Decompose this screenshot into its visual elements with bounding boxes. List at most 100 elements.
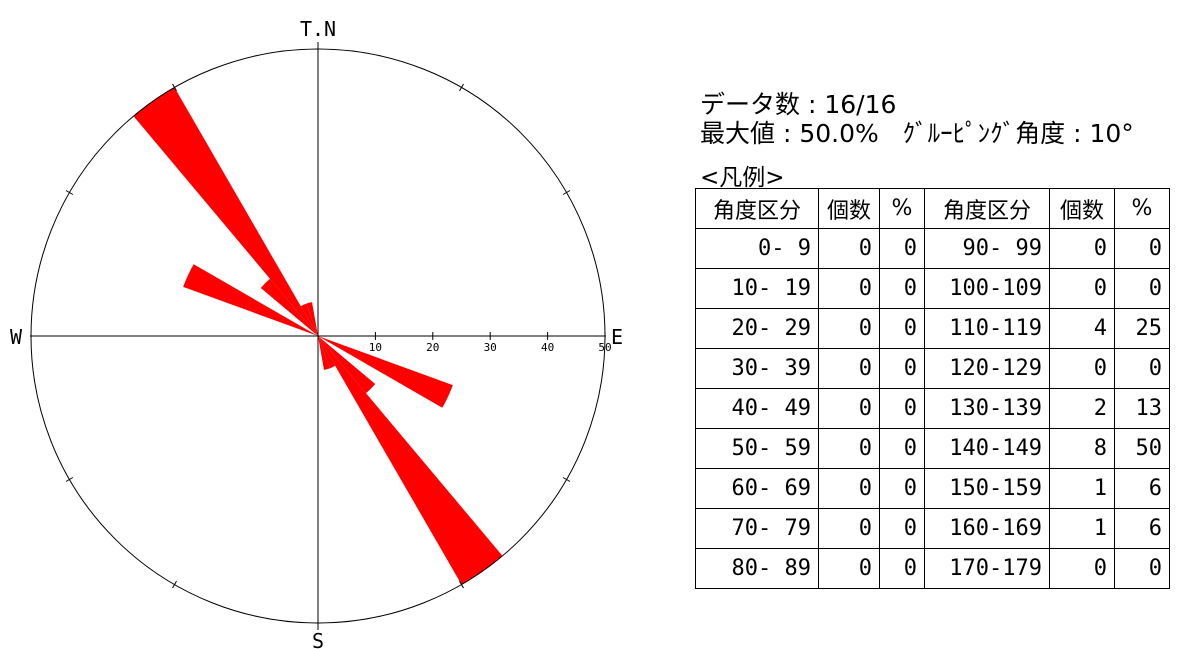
cell-percent-2: 25 <box>1114 308 1170 349</box>
radial-tick-label: 20 <box>426 341 439 354</box>
cell-count-2: 0 <box>1049 548 1115 589</box>
rose-petal <box>300 303 318 336</box>
max-value-label: 最大値 <box>700 119 776 148</box>
cell-angle-range-2: 170-179 <box>924 548 1050 589</box>
cell-angle-range: 40- 49 <box>695 388 819 429</box>
cell-angle-range: 20- 29 <box>695 308 819 349</box>
north-label: T.N <box>300 17 336 41</box>
table-header-row: 角度区分 個数 % 角度区分 個数 % <box>695 188 1170 229</box>
table-row: 50- 59 0 0 140-149 8 50 <box>695 428 1170 469</box>
cell-angle-range-2: 140-149 <box>924 428 1050 469</box>
cell-angle-range: 80- 89 <box>695 548 819 589</box>
cell-percent-2: 0 <box>1114 548 1170 589</box>
radial-tick-label: 40 <box>541 341 554 354</box>
header-angle-range: 角度区分 <box>695 188 819 229</box>
south-label: S <box>312 629 324 649</box>
cell-percent-2: 0 <box>1114 268 1170 309</box>
cell-count-2: 4 <box>1049 308 1115 349</box>
west-label: W <box>10 325 23 349</box>
cell-percent: 0 <box>879 548 925 589</box>
cell-percent-2: 6 <box>1114 468 1170 509</box>
radial-tick-label: 10 <box>369 341 382 354</box>
circle-tick <box>562 190 571 195</box>
cell-count-2: 0 <box>1049 348 1115 389</box>
cell-count: 0 <box>818 508 880 549</box>
circle-ticks <box>65 83 571 589</box>
cell-count-2: 1 <box>1049 468 1115 509</box>
cell-count: 0 <box>818 268 880 309</box>
circle-tick <box>562 477 571 482</box>
rose-diagram: 10 20 30 40 50 T.N E S W <box>10 17 623 649</box>
table-row: 70- 79 0 0 160-169 1 6 <box>695 508 1170 549</box>
cell-count: 0 <box>818 548 880 589</box>
table-row: 0- 9 0 0 90- 99 0 0 <box>695 228 1170 269</box>
cell-angle-range: 10- 19 <box>695 268 819 309</box>
cell-percent-2: 0 <box>1114 348 1170 389</box>
cell-count: 0 <box>818 228 880 269</box>
rose-petal <box>318 336 503 585</box>
circle-tick <box>65 477 74 482</box>
cell-angle-range: 60- 69 <box>695 468 819 509</box>
rose-petal <box>318 336 330 370</box>
cell-count: 0 <box>818 348 880 389</box>
table-row: 60- 69 0 0 150-159 1 6 <box>695 468 1170 509</box>
cell-percent: 0 <box>879 428 925 469</box>
grouping-angle-value: 10° <box>1089 119 1134 148</box>
max-value: 50.0% <box>799 119 879 148</box>
data-count-label: データ数 <box>700 90 801 119</box>
cell-angle-range: 70- 79 <box>695 508 819 549</box>
cell-percent-2: 13 <box>1114 388 1170 429</box>
rose-petal <box>318 336 376 394</box>
radial-tick-label: 30 <box>484 341 497 354</box>
cell-count: 0 <box>818 308 880 349</box>
radial-tick-label: 50 <box>598 341 611 354</box>
cell-percent-2: 0 <box>1114 228 1170 269</box>
table-row: 40- 49 0 0 130-139 2 13 <box>695 388 1170 429</box>
rose-petal <box>260 278 318 336</box>
table-row: 20- 29 0 0 110-119 4 25 <box>695 308 1170 349</box>
circle-tick <box>172 83 177 92</box>
cell-count: 0 <box>818 468 880 509</box>
cell-count-2: 0 <box>1049 268 1115 309</box>
rose-petal <box>306 302 318 336</box>
cell-angle-range-2: 150-159 <box>924 468 1050 509</box>
cell-angle-range: 0- 9 <box>695 228 819 269</box>
cell-percent: 0 <box>879 228 925 269</box>
cell-count-2: 2 <box>1049 388 1115 429</box>
cell-count: 0 <box>818 428 880 469</box>
cell-percent: 0 <box>879 348 925 389</box>
cell-percent-2: 50 <box>1114 428 1170 469</box>
table-row: 80- 89 0 0 170-179 0 0 <box>695 548 1170 589</box>
cell-angle-range-2: 120-129 <box>924 348 1050 389</box>
circle-tick <box>459 83 464 92</box>
table-row: 30- 39 0 0 120-129 0 0 <box>695 348 1170 389</box>
east-label: E <box>611 325 623 349</box>
cell-angle-range-2: 90- 99 <box>924 228 1050 269</box>
rose-petal <box>318 336 453 408</box>
cell-count: 0 <box>818 388 880 429</box>
legend-title: <凡例> <box>700 165 785 191</box>
rose-petal <box>133 87 318 336</box>
cell-angle-range-2: 110-119 <box>924 308 1050 349</box>
cell-percent: 0 <box>879 468 925 509</box>
cell-angle-range-2: 100-109 <box>924 268 1050 309</box>
header-count-2: 個数 <box>1049 188 1115 229</box>
cell-angle-range-2: 130-139 <box>924 388 1050 429</box>
header-percent-2: % <box>1114 188 1170 229</box>
cell-count-2: 8 <box>1049 428 1115 469</box>
max-grouping-line: 最大値 : 50.0% ｸﾞﾙｰﾋﾟﾝｸﾞ角度 : 10° <box>700 119 1134 148</box>
cell-angle-range: 50- 59 <box>695 428 819 469</box>
circle-tick <box>459 580 464 589</box>
cell-percent: 0 <box>879 308 925 349</box>
data-count-line: データ数 : 16/16 <box>700 90 897 119</box>
header-count: 個数 <box>818 188 880 229</box>
header-angle-range-2: 角度区分 <box>924 188 1050 229</box>
rose-petals <box>133 87 503 585</box>
cell-percent: 0 <box>879 268 925 309</box>
cell-count-2: 0 <box>1049 228 1115 269</box>
radial-scale: 10 20 30 40 50 <box>369 332 612 354</box>
cell-count-2: 1 <box>1049 508 1115 549</box>
cell-angle-range: 30- 39 <box>695 348 819 389</box>
data-count-value: 16/16 <box>824 90 897 119</box>
table-row: 10- 19 0 0 100-109 0 0 <box>695 268 1170 309</box>
